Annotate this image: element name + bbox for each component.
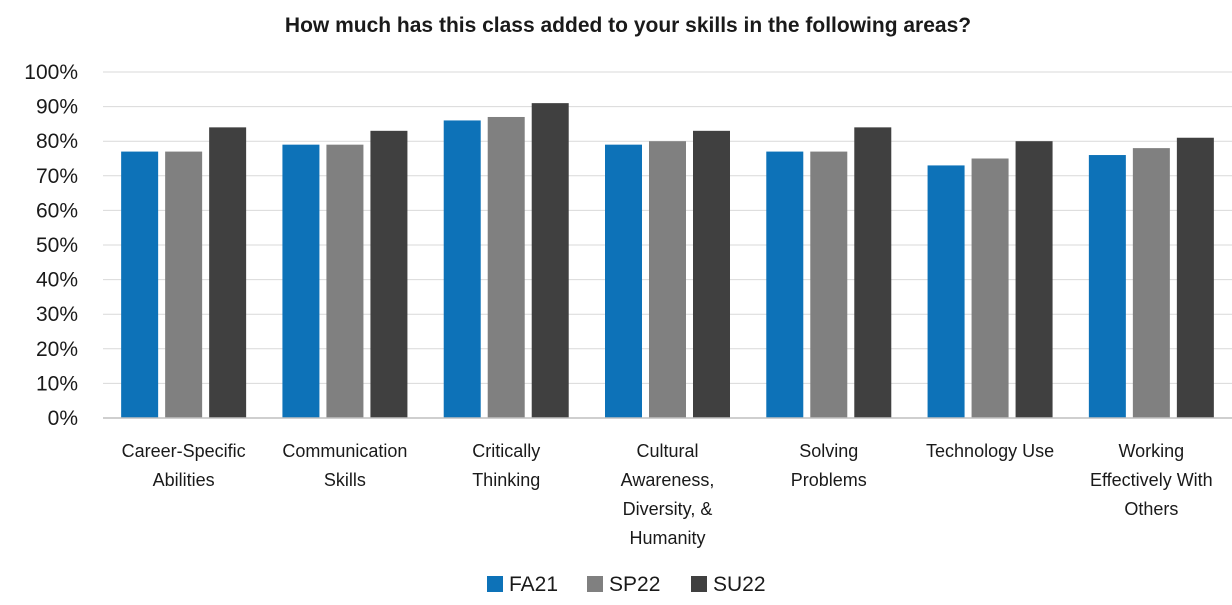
bar-su22 [209,127,247,419]
bar-sp22 [810,151,848,418]
y-axis-ticks: 0% 10% 20% 30% 40% 50% 60% 70% 80% 90% 100% [24,61,78,430]
bar-su22 [531,103,569,418]
legend-label-su22: SU22 [713,573,766,596]
bar-su22 [854,127,892,419]
category-label: Technology Use [926,441,1054,461]
legend: FA21 SP22 SU22 [487,573,766,596]
category-label: Thinking [472,470,540,490]
legend-label-sp22: SP22 [609,573,660,596]
category-label: Others [1124,499,1178,519]
category-label: Effectively With [1090,470,1213,490]
bar-sp22 [971,158,1009,418]
category-label: Career-Specific [122,441,246,461]
y-tick-label: 10% [36,372,78,395]
bar-sp22 [326,144,364,418]
bar-fa21 [121,151,159,418]
y-tick-label: 80% [36,130,78,153]
category-label: Solving [799,441,858,461]
y-tick-label: 60% [36,199,78,222]
bar-fa21 [1088,155,1126,419]
y-tick-label: 100% [24,61,78,84]
category-label: Diversity, & [623,499,713,519]
bar-sp22 [487,116,525,418]
y-tick-label: 40% [36,269,78,292]
bar-fa21 [927,165,965,418]
bar-fa21 [605,144,642,418]
bar-fa21 [282,144,320,418]
bar-fa21 [766,151,804,418]
legend-swatch-fa21 [487,576,503,592]
y-tick-label: 20% [36,338,78,361]
bar-sp22 [165,151,203,418]
category-labels: Career-Specific Abilities Communication Ski… [122,441,1213,548]
category-label: Abilities [153,470,215,490]
bar-su22 [370,130,408,418]
category-label: Working [1119,441,1185,461]
bars [121,103,1214,419]
category-label: Cultural [636,441,698,461]
y-tick-label: 30% [36,303,78,326]
y-tick-label: 0% [48,407,78,430]
legend-swatch-su22 [691,576,707,592]
category-label: Critically [472,441,540,461]
bar-sp22 [649,141,686,418]
bar-su22 [1015,141,1053,418]
bar-sp22 [1132,148,1170,418]
chart-title: How much has this class added to your sk… [285,14,971,37]
category-label: Communication [282,441,407,461]
category-label: Skills [324,470,366,490]
category-label: Problems [791,470,867,490]
y-tick-label: 90% [36,96,78,119]
bar-su22 [693,130,730,418]
category-label: Awareness, [621,470,715,490]
y-tick-label: 70% [36,165,78,188]
legend-label-fa21: FA21 [509,573,558,596]
category-label: Humanity [629,528,705,548]
y-tick-label: 50% [36,234,78,257]
legend-swatch-sp22 [587,576,603,592]
bar-su22 [1176,137,1214,419]
bar-fa21 [443,120,481,418]
